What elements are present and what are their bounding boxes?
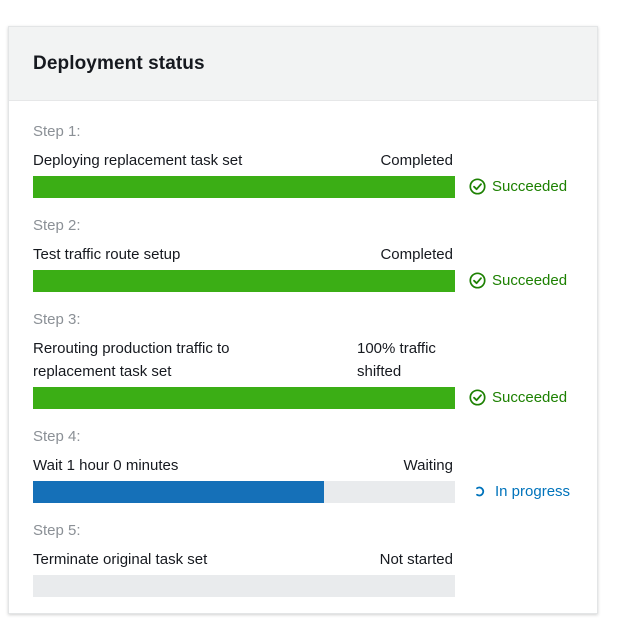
step-state-line-2: shifted xyxy=(357,363,402,380)
step-name: Terminate original task set xyxy=(33,551,208,568)
step-1: Step 1: Deploying replacement task set C… xyxy=(9,121,597,211)
step-name: Test traffic route setup xyxy=(33,246,181,263)
status-text: In progress xyxy=(495,483,571,500)
step-label: Step 2: xyxy=(33,217,81,234)
status-text: Succeeded xyxy=(492,389,568,406)
step-name-line-2: replacement task set xyxy=(33,363,172,380)
check-circle-icon xyxy=(469,178,486,195)
progress-bar xyxy=(33,176,455,198)
spinner-icon xyxy=(473,483,487,500)
step-state: Completed xyxy=(380,246,453,263)
progress-bar-fill xyxy=(33,270,455,292)
step-name: Wait 1 hour 0 minutes xyxy=(33,457,179,474)
status-indicator: Succeeded xyxy=(469,272,567,289)
step-state-line-1: 100% traffic xyxy=(357,340,436,357)
panel-header: Deployment status xyxy=(9,27,597,101)
check-circle-icon xyxy=(469,272,486,289)
step-3: Step 3: Rerouting production traffic to … xyxy=(9,309,597,419)
progress-bar-fill xyxy=(33,387,455,409)
progress-bar-fill xyxy=(33,481,325,503)
step-label: Step 4: xyxy=(33,428,81,445)
progress-bar xyxy=(33,481,455,503)
deployment-status-panel: Deployment status Step 1: Deploying repl… xyxy=(8,26,598,614)
step-state: Not started xyxy=(379,551,453,568)
step-state: Completed xyxy=(380,152,453,169)
status-text: Succeeded xyxy=(492,272,568,289)
step-label: Step 3: xyxy=(33,311,81,328)
step-name-line-1: Rerouting production traffic to xyxy=(33,340,230,357)
progress-bar xyxy=(33,387,455,409)
status-indicator: Succeeded xyxy=(469,178,567,195)
step-4: Step 4: Wait 1 hour 0 minutes Waiting In… xyxy=(9,426,597,516)
step-name: Deploying replacement task set xyxy=(33,152,243,169)
status-indicator: In progress xyxy=(473,483,570,500)
step-5: Step 5: Terminate original task set Not … xyxy=(9,520,597,600)
step-2: Step 2: Test traffic route setup Complet… xyxy=(9,215,597,305)
status-text: Succeeded xyxy=(492,178,568,195)
panel-title: Deployment status xyxy=(33,52,205,74)
progress-bar xyxy=(33,270,455,292)
step-state: Waiting xyxy=(403,457,453,474)
status-indicator: Succeeded xyxy=(469,389,567,406)
progress-bar-fill xyxy=(33,176,455,198)
step-label: Step 5: xyxy=(33,522,81,539)
step-label: Step 1: xyxy=(33,123,81,140)
check-circle-icon xyxy=(469,389,486,406)
progress-bar xyxy=(33,575,455,597)
